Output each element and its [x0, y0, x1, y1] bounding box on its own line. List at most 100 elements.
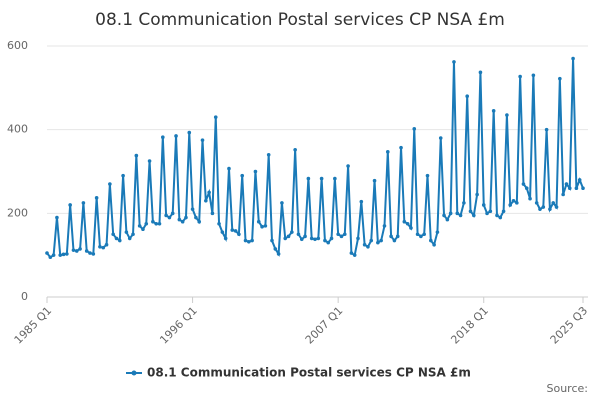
point	[349, 251, 354, 255]
point	[567, 186, 572, 191]
point	[521, 182, 526, 186]
point	[256, 219, 261, 224]
point	[571, 56, 575, 61]
point	[250, 238, 254, 243]
point	[247, 239, 251, 244]
point	[68, 203, 72, 207]
point	[101, 245, 106, 250]
point	[273, 247, 278, 251]
point	[531, 73, 536, 78]
point	[151, 219, 155, 224]
point	[548, 207, 552, 211]
x-tick-label: 2025 Q3	[548, 304, 591, 347]
point	[217, 221, 221, 226]
point	[263, 224, 268, 228]
point	[290, 230, 294, 234]
point	[240, 173, 245, 178]
point	[481, 203, 486, 207]
point	[419, 234, 423, 239]
point	[448, 211, 453, 216]
point	[323, 238, 327, 243]
point	[541, 205, 546, 209]
y-tick-label: 200	[7, 206, 28, 219]
point	[412, 127, 417, 131]
point	[395, 234, 400, 239]
point	[362, 242, 367, 247]
point	[227, 166, 231, 171]
point	[164, 213, 168, 218]
point	[61, 252, 66, 257]
point	[405, 221, 410, 226]
point	[409, 226, 413, 230]
point	[270, 238, 274, 243]
point	[515, 201, 519, 205]
point	[472, 213, 476, 218]
point	[184, 215, 188, 220]
point	[207, 190, 211, 195]
point	[104, 242, 109, 247]
point	[329, 236, 334, 241]
point	[528, 196, 532, 201]
point	[468, 209, 473, 214]
point	[485, 211, 489, 216]
point	[462, 201, 466, 205]
point	[478, 70, 483, 75]
point	[51, 253, 56, 257]
point	[243, 238, 248, 243]
point	[309, 236, 314, 241]
point	[230, 228, 235, 232]
point	[306, 176, 311, 181]
point	[266, 152, 271, 157]
point	[438, 136, 443, 140]
point	[48, 255, 53, 260]
point	[144, 221, 149, 226]
point	[58, 253, 63, 257]
point	[316, 236, 321, 241]
point	[84, 249, 89, 253]
x-tick-label: 2007 Q1	[303, 304, 346, 347]
y-tick-label: 400	[7, 123, 28, 136]
point	[260, 224, 264, 229]
point	[336, 232, 340, 237]
point	[356, 236, 360, 241]
point	[352, 253, 357, 257]
point	[491, 109, 496, 113]
y-tick-label: 600	[7, 39, 28, 52]
point	[524, 186, 529, 191]
point	[91, 252, 96, 256]
source: Source:	[547, 382, 589, 395]
point	[399, 145, 403, 150]
point	[475, 192, 479, 197]
point	[342, 232, 347, 237]
point	[187, 130, 192, 135]
point	[296, 232, 301, 237]
point	[346, 164, 350, 168]
point	[326, 240, 331, 245]
point	[286, 234, 291, 239]
chart-title: 08.1 Communication Postal services CP NS…	[95, 10, 505, 30]
point	[124, 230, 129, 234]
point	[190, 207, 195, 211]
point	[293, 147, 297, 152]
point	[197, 219, 201, 224]
point	[382, 224, 387, 228]
point	[379, 238, 383, 243]
point	[551, 201, 556, 205]
point	[131, 232, 135, 237]
point	[114, 236, 119, 241]
x-tick-label: 1985 Q1	[12, 304, 55, 347]
point	[283, 236, 288, 241]
point	[429, 238, 433, 243]
point	[45, 251, 49, 255]
point	[339, 234, 344, 239]
point	[505, 113, 509, 117]
point	[177, 217, 182, 222]
point	[210, 211, 215, 216]
point	[432, 242, 436, 247]
point	[194, 215, 198, 220]
x-tick-label: 1996 Q1	[157, 304, 200, 347]
point	[299, 237, 304, 242]
x-tick-label: 2018 Q1	[448, 304, 491, 347]
point	[577, 178, 582, 182]
point	[488, 209, 493, 214]
